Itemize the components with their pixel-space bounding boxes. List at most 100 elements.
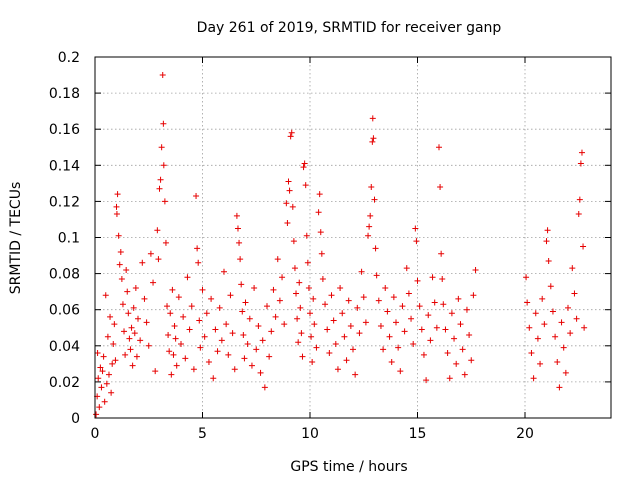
x-tick-label: 10 [301, 426, 319, 442]
data-point [257, 369, 264, 376]
data-point [121, 328, 128, 335]
data-point [298, 330, 305, 337]
data-point [100, 353, 107, 360]
data-point [354, 304, 361, 311]
data-point [412, 225, 419, 232]
data-point [155, 256, 162, 263]
y-tick-label: 0.18 [49, 86, 80, 102]
data-point [261, 384, 268, 391]
y-tick-label: 0.04 [49, 339, 80, 355]
data-point [276, 297, 283, 304]
data-point [302, 182, 309, 189]
data-point [251, 285, 258, 292]
data-point [168, 371, 175, 378]
data-point [167, 310, 174, 317]
data-point [186, 326, 193, 333]
data-point [193, 192, 200, 199]
data-point [94, 350, 101, 357]
data-point [114, 191, 121, 198]
y-tick-label: 0.06 [49, 303, 80, 319]
data-point [214, 348, 221, 355]
data-point [322, 301, 329, 308]
data-point [294, 315, 301, 322]
data-point [99, 368, 106, 375]
grid-lines [94, 56, 611, 419]
data-point [171, 322, 178, 329]
data-point [246, 315, 253, 322]
data-point [433, 324, 440, 331]
data-point [266, 353, 273, 360]
data-point [284, 220, 291, 227]
data-point [439, 276, 446, 283]
data-point [194, 245, 201, 252]
data-point [287, 133, 294, 140]
data-point [368, 183, 375, 190]
data-point [101, 398, 108, 405]
data-point [560, 344, 567, 351]
data-point [319, 276, 326, 283]
data-point [122, 351, 129, 358]
data-point [169, 286, 176, 293]
data-point [416, 303, 423, 310]
data-point [201, 333, 208, 340]
data-point [343, 357, 350, 364]
data-point [231, 366, 238, 373]
data-point [468, 357, 475, 364]
y-tick-label: 0 [71, 411, 80, 427]
data-point [175, 294, 182, 301]
data-point [237, 256, 244, 263]
data-point [182, 355, 189, 362]
data-point [143, 319, 150, 326]
data-point [133, 353, 140, 360]
data-point [127, 346, 134, 353]
data-point [196, 317, 203, 324]
data-point [459, 346, 466, 353]
data-point [577, 160, 584, 167]
data-point [98, 384, 105, 391]
data-point [369, 115, 376, 122]
x-tick-label: 5 [198, 426, 207, 442]
data-point [414, 277, 421, 284]
data-point [461, 371, 468, 378]
data-point [289, 203, 296, 210]
data-point [166, 348, 173, 355]
data-point [326, 350, 333, 357]
data-point [253, 346, 260, 353]
data-point [113, 203, 120, 210]
data-point [233, 212, 240, 219]
data-point [547, 283, 554, 290]
data-point [203, 310, 210, 317]
data-point [188, 303, 195, 310]
data-point [164, 303, 171, 310]
data-point [113, 211, 120, 218]
data-point [466, 331, 473, 338]
data-point [442, 326, 449, 333]
y-tick-label: 0.1 [58, 231, 80, 247]
data-point [290, 238, 297, 245]
data-point [184, 274, 191, 281]
data-point [244, 340, 251, 347]
y-tick-label: 0.02 [49, 375, 80, 391]
data-point [264, 303, 270, 310]
data-point [399, 303, 406, 310]
data-point [190, 366, 197, 373]
data-point [147, 250, 154, 257]
data-point [288, 129, 295, 136]
plot-frame [94, 56, 612, 419]
data-point [130, 304, 137, 311]
data-point [526, 324, 533, 331]
data-point [272, 313, 279, 320]
data-point [125, 310, 132, 317]
data-point [105, 371, 112, 378]
data-point [132, 285, 139, 292]
data-point [305, 285, 312, 292]
data-point [330, 317, 337, 324]
data-point [116, 261, 123, 268]
data-point [431, 299, 438, 306]
data-point [150, 279, 157, 286]
data-point [259, 337, 266, 344]
data-point [310, 295, 317, 302]
data-point [318, 250, 325, 257]
data-point [371, 196, 378, 203]
data-point [541, 321, 548, 328]
